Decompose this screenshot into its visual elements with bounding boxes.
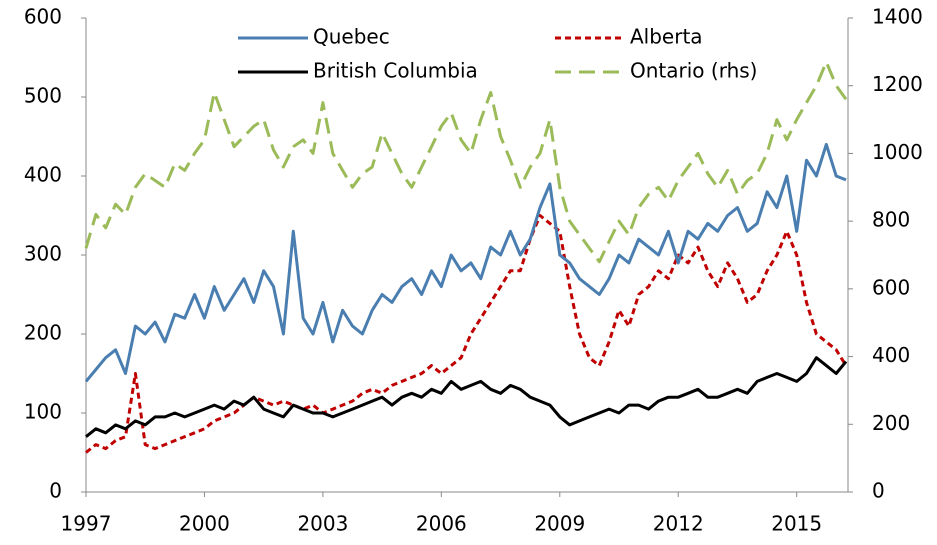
line-series [84, 142, 847, 383]
x-tick-label: 2012 [653, 512, 704, 536]
y2-tick-label: 600 [872, 275, 910, 299]
y2-tick-label: 1200 [872, 72, 923, 96]
line-series [85, 356, 848, 438]
legend-label: Alberta [630, 25, 703, 49]
y-tick-label: 600 [24, 5, 62, 29]
y-tick-label: 100 [24, 400, 62, 424]
line-series [85, 214, 848, 454]
legend-label: British Columbia [313, 59, 478, 83]
legend-label: Quebec [313, 25, 390, 49]
x-tick-label: 2015 [771, 512, 822, 536]
y2-tick-label: 400 [872, 343, 910, 367]
y2-tick-label: 200 [872, 411, 910, 435]
legend-label: Ontario (rhs) [630, 59, 757, 83]
x-tick-label: 1997 [61, 512, 112, 536]
y2-tick-label: 1400 [872, 5, 923, 29]
y-tick-label: 400 [24, 163, 62, 187]
x-tick-label: 2009 [534, 512, 585, 536]
x-tick-label: 2000 [179, 512, 230, 536]
x-tick-label: 2006 [416, 512, 467, 536]
y-tick-label: 300 [24, 242, 62, 266]
x-tick-label: 2003 [297, 512, 348, 536]
y-tick-label: 500 [24, 84, 62, 108]
y2-tick-label: 0 [872, 479, 885, 503]
y2-tick-label: 1000 [872, 140, 923, 164]
y2-tick-label: 800 [872, 208, 910, 232]
y-tick-label: 0 [49, 479, 62, 503]
line-series [84, 60, 848, 264]
y-tick-label: 200 [24, 321, 62, 345]
